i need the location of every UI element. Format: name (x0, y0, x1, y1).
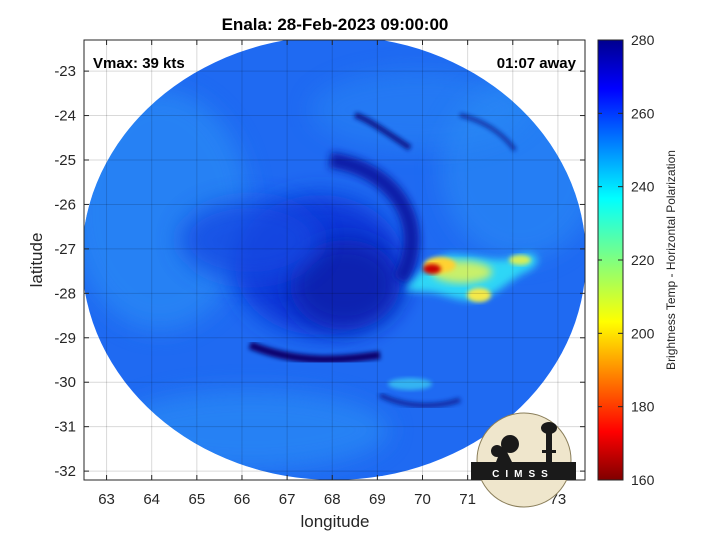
colorbar-tick-label: 180 (631, 399, 655, 415)
y-tick-label: -31 (54, 419, 76, 436)
x-tick-labels: 6364656667686970717273 (98, 491, 566, 508)
y-axis-label: latitude (27, 233, 46, 288)
y-tick-labels: -23 -24 -25 -26 -27 -28 -29 -30 -31 -32 (54, 63, 76, 480)
y-tick-label: -29 (54, 330, 76, 347)
grid-lines (84, 40, 585, 480)
x-tick-label: 70 (414, 491, 431, 508)
colorbar-tick-label: 280 (631, 32, 655, 48)
vmax-label: Vmax: 39 kts (93, 55, 185, 72)
cimss-logo-text: CIMSS (492, 469, 554, 480)
x-tick-label: 63 (98, 491, 115, 508)
x-axis-label: longitude (300, 512, 369, 531)
colorbar-tick-label: 260 (631, 105, 655, 121)
plot-frame (83, 39, 586, 481)
chart-title: Enala: 28-Feb-2023 09:00:00 (222, 15, 449, 34)
colorbar-tick-label: 200 (631, 325, 655, 341)
x-tick-label: 65 (188, 491, 205, 508)
y-tick-label: -30 (54, 374, 76, 391)
x-tick-label: 64 (143, 491, 160, 508)
y-tick-label: -28 (54, 285, 76, 302)
x-tick-label: 67 (279, 491, 296, 508)
cimss-logo: CIMSS (471, 412, 576, 508)
y-tick-label: -27 (54, 241, 76, 258)
colorbar-tick-label: 220 (631, 252, 655, 268)
colorbar-ticks: 280 260 240 220 200 180 160 (598, 32, 655, 488)
x-tick-label: 66 (234, 491, 251, 508)
y-tick-label: -26 (54, 196, 76, 213)
x-tick-label: 69 (369, 491, 386, 508)
colorbar-tick-label: 240 (631, 179, 655, 195)
y-tick-label: -23 (54, 63, 76, 80)
colorbar-label: Brightness Temp - Horizontal Polarizatio… (664, 150, 678, 370)
colorbar-tick-label: 160 (631, 472, 655, 488)
y-tick-label: -32 (54, 463, 76, 480)
y-tick-label: -24 (54, 108, 76, 125)
time-offset-label: 01:07 away (497, 55, 577, 72)
y-tick-label: -25 (54, 152, 76, 169)
x-tick-label: 71 (459, 491, 476, 508)
brightness-temp-image (84, 40, 585, 480)
x-tick-label: 68 (324, 491, 341, 508)
